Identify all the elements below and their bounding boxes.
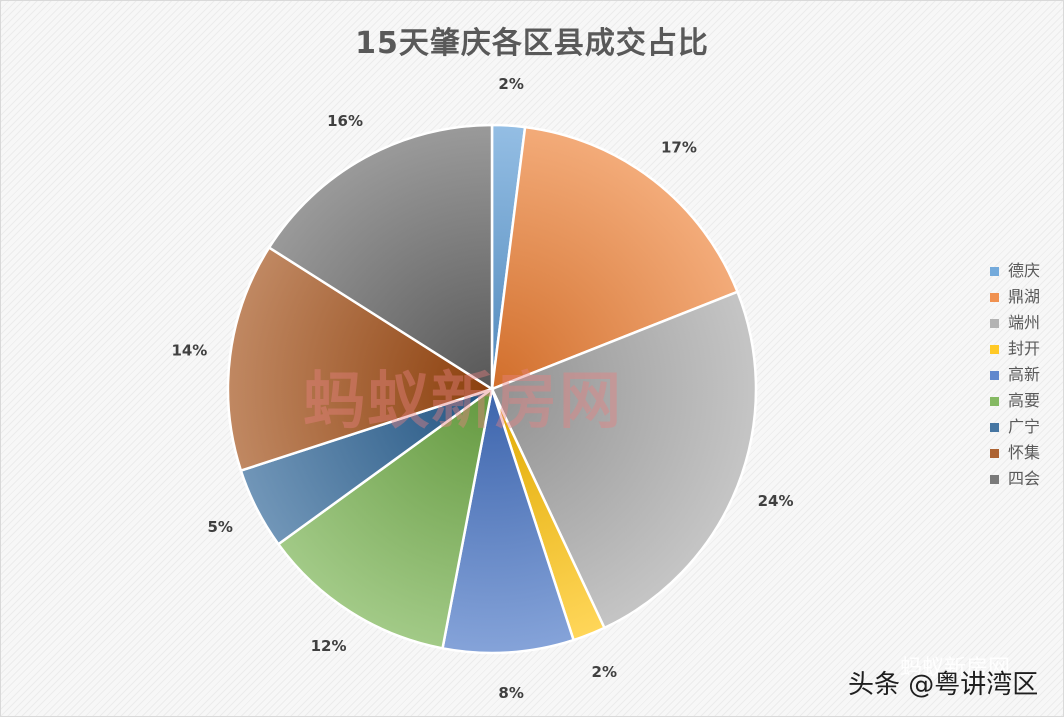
legend-label: 高要 (1008, 391, 1041, 410)
legend-swatch (990, 448, 999, 458)
legend-item-四会: 四会 (990, 466, 1040, 492)
legend-swatch (990, 292, 999, 302)
legend-swatch (990, 396, 999, 406)
pie-slice-鼎湖 (490, 125, 740, 391)
legend-swatch (990, 422, 999, 432)
legend-item-高新: 高新 (990, 362, 1040, 388)
pie-slice-端州 (490, 290, 758, 630)
footer-ghost-text: 蚂蚁新房网 (900, 656, 1011, 681)
pie-slices (226, 123, 758, 655)
data-label-端州: 24% (758, 492, 794, 510)
chart-title: 15天肇庆各区县成交占比 (355, 26, 709, 61)
legend-swatch (990, 318, 999, 328)
legend-item-鼎湖: 鼎湖 (990, 284, 1040, 310)
legend-swatch (990, 370, 999, 380)
legend-label: 怀集 (1008, 443, 1041, 462)
legend-swatch (990, 474, 999, 484)
data-label-封开: 2% (592, 663, 617, 681)
data-label-四会: 16% (327, 112, 363, 130)
legend-label: 端州 (1008, 313, 1041, 332)
pie-slice-四会 (267, 123, 494, 392)
legend-swatch (990, 266, 999, 276)
legend-swatch (990, 344, 999, 354)
legend-label: 鼎湖 (1008, 287, 1041, 306)
pie-slice-高要 (276, 386, 494, 650)
legend-item-高要: 高要 (990, 388, 1040, 414)
data-label-高新: 8% (498, 684, 523, 702)
data-label-鼎湖: 17% (661, 139, 697, 157)
legend-label: 广宁 (1008, 417, 1041, 436)
legend-item-封开: 封开 (990, 336, 1040, 362)
data-label-广宁: 5% (208, 518, 233, 536)
legend-item-端州: 端州 (990, 310, 1040, 336)
legend-label: 四会 (1008, 469, 1041, 488)
footer-attribution: 头条 @粤讲湾区 (848, 670, 1039, 700)
data-label-高要: 12% (311, 637, 347, 655)
data-label-怀集: 14% (171, 341, 207, 359)
pie-slice-高新 (441, 388, 576, 655)
pie-slice-怀集 (226, 245, 495, 473)
legend-label: 高新 (1008, 365, 1041, 384)
legend-item-广宁: 广宁 (990, 414, 1040, 440)
legend-label: 德庆 (1008, 261, 1041, 280)
legend-item-怀集: 怀集 (990, 440, 1040, 466)
chart-legend: 德庆鼎湖端州封开高新高要广宁怀集四会 (990, 258, 1040, 492)
legend-label: 封开 (1008, 339, 1041, 358)
legend-item-德庆: 德庆 (990, 258, 1040, 284)
pie-data-labels: 2% 17% 24% 2% 8% 12% 5% 14% 16% (171, 75, 793, 702)
data-label-德庆: 2% (498, 75, 523, 93)
